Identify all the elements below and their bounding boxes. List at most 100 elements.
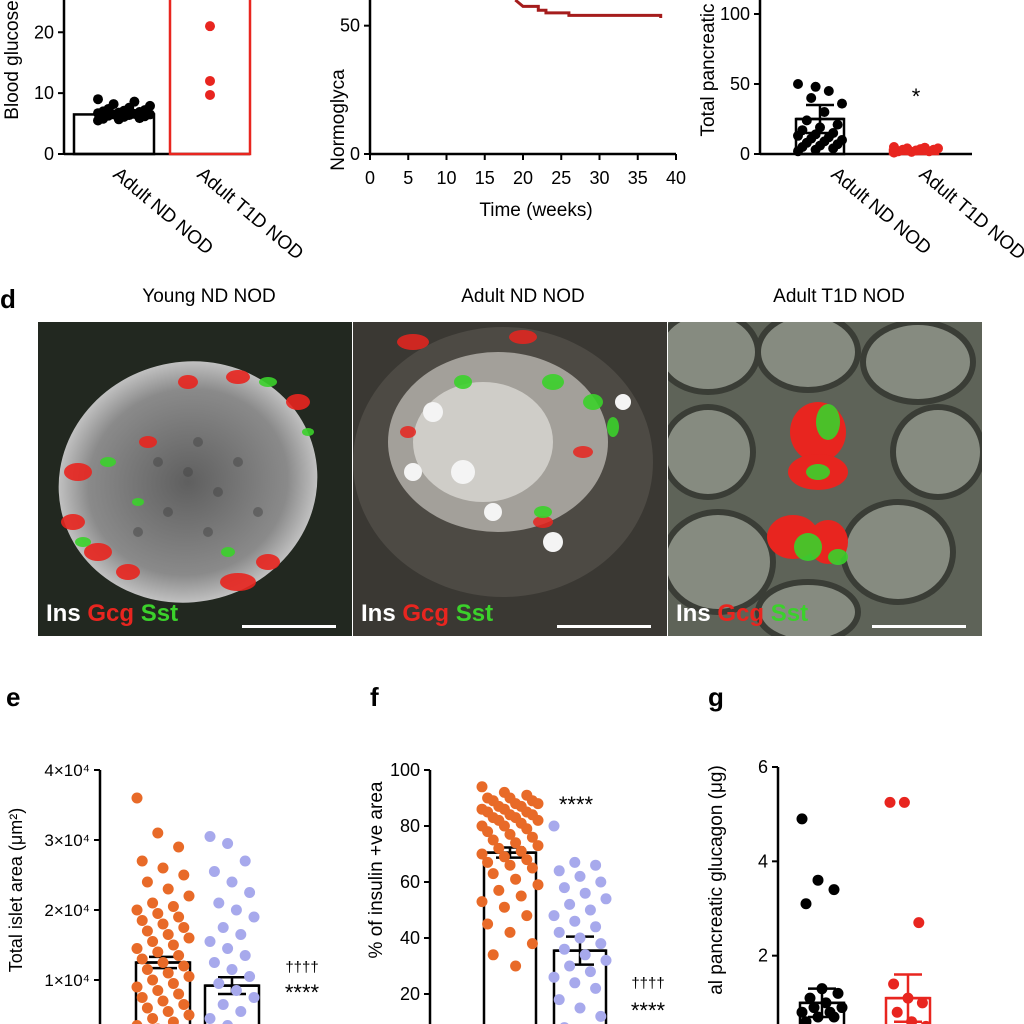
data-point bbox=[526, 862, 538, 874]
data-point bbox=[804, 992, 816, 1004]
data-point bbox=[504, 828, 516, 840]
data-point bbox=[93, 94, 103, 105]
significance-marker: * bbox=[912, 84, 921, 109]
data-point bbox=[569, 856, 581, 868]
scale-bar bbox=[872, 625, 966, 628]
chart-f: 20 40 60 80 100% of insulin +ve area **** ††††… bbox=[366, 760, 666, 1024]
stain-labels-adult-nd: Ins Gcg Sst bbox=[361, 600, 493, 628]
x-tick-label: 30 bbox=[589, 168, 609, 188]
data-point bbox=[173, 841, 185, 853]
data-point bbox=[564, 960, 576, 972]
data-point bbox=[173, 911, 185, 923]
data-point bbox=[590, 982, 602, 994]
x-tick-label: 0 bbox=[365, 168, 375, 188]
data-point bbox=[595, 876, 607, 888]
y-axis-label: Blood glucose bbox=[2, 0, 23, 119]
data-point bbox=[213, 897, 225, 909]
stain-ins-label: Ins bbox=[361, 600, 396, 627]
data-point bbox=[173, 988, 185, 1000]
micrograph-young-nd-nod: Ins Gcg Sst bbox=[38, 322, 352, 636]
data-point bbox=[131, 943, 143, 954]
data-point bbox=[574, 870, 586, 882]
data-point bbox=[504, 859, 516, 871]
data-point bbox=[902, 143, 913, 154]
data-point bbox=[162, 883, 174, 895]
data-point bbox=[884, 796, 896, 808]
data-point bbox=[796, 813, 808, 825]
x-tick-label: 40 bbox=[666, 168, 686, 188]
data-point bbox=[136, 992, 148, 1003]
x-tick-label: Adult T1D NOD bbox=[915, 164, 1024, 265]
data-point bbox=[532, 840, 544, 852]
data-point bbox=[131, 981, 143, 993]
y-axis-label: % of insulin +ve area bbox=[366, 781, 387, 958]
data-point bbox=[574, 932, 586, 944]
scale-bar bbox=[557, 625, 651, 628]
data-point bbox=[141, 925, 153, 937]
survival-line bbox=[514, 0, 663, 18]
significance-marker: †††† bbox=[285, 959, 318, 976]
stain-labels-young: Ins Gcg Sst bbox=[46, 600, 178, 628]
data-point bbox=[204, 1013, 216, 1024]
data-point bbox=[244, 971, 256, 982]
stain-ins-label: Ins bbox=[46, 600, 81, 627]
data-point bbox=[134, 112, 145, 123]
stain-sst-label: Sst bbox=[140, 600, 179, 627]
data-point bbox=[208, 957, 220, 968]
data-point bbox=[162, 929, 174, 940]
x-tick-label: 15 bbox=[475, 168, 495, 188]
data-point bbox=[205, 89, 215, 100]
data-point bbox=[230, 904, 242, 916]
data-point bbox=[590, 921, 602, 933]
data-point bbox=[806, 93, 817, 103]
micrograph-adult-t1d-nod: Ins Gcg Sst bbox=[668, 322, 982, 636]
data-point bbox=[493, 842, 505, 854]
stain-gcg-label: Gcg bbox=[717, 600, 765, 627]
y-tick-label: 50 bbox=[340, 16, 360, 36]
chart-b: 0 5 10 15 20 25 30 35 40 0 50 Time (weeks) Normoglyc… bbox=[330, 0, 686, 221]
significance-marker: **** bbox=[285, 980, 320, 1005]
stain-sst-label: Sst bbox=[770, 600, 809, 627]
data-point bbox=[476, 848, 488, 860]
data-point bbox=[178, 960, 190, 972]
data-point bbox=[564, 898, 576, 910]
y-tick-label: 10 bbox=[34, 83, 54, 103]
data-point bbox=[129, 96, 140, 107]
significance-marker: **** bbox=[631, 998, 666, 1023]
data-point bbox=[579, 949, 591, 961]
data-point bbox=[820, 997, 832, 1009]
data-point bbox=[558, 882, 570, 894]
y-tick-label: 20 bbox=[34, 22, 54, 42]
data-point bbox=[793, 79, 803, 89]
data-point bbox=[204, 831, 216, 842]
data-point bbox=[916, 997, 928, 1009]
data-point bbox=[521, 854, 533, 866]
micrograph-young-image bbox=[38, 322, 352, 636]
panel-letter-g: g bbox=[708, 682, 724, 712]
data-point bbox=[510, 837, 522, 849]
data-point bbox=[131, 792, 143, 804]
data-point bbox=[553, 994, 565, 1006]
data-point bbox=[213, 978, 225, 989]
data-point bbox=[921, 1020, 931, 1024]
data-point bbox=[569, 977, 581, 989]
scale-bar bbox=[242, 625, 336, 628]
y-axis-label: al pancreatic glucagon (μg) bbox=[706, 765, 727, 995]
data-point bbox=[131, 904, 143, 916]
data-point bbox=[532, 798, 544, 810]
data-point bbox=[152, 908, 164, 919]
data-point bbox=[147, 1013, 159, 1024]
data-point bbox=[579, 887, 591, 899]
data-point bbox=[548, 971, 560, 983]
x-tick-label: 35 bbox=[628, 168, 648, 188]
data-point bbox=[553, 926, 565, 938]
data-point bbox=[816, 983, 828, 995]
data-point bbox=[898, 796, 910, 808]
data-point bbox=[230, 985, 242, 996]
data-point bbox=[801, 115, 812, 126]
y-axis-label: Total pancreatic bbox=[698, 3, 719, 136]
data-point bbox=[532, 879, 544, 891]
data-point bbox=[108, 99, 119, 110]
data-point bbox=[919, 142, 930, 153]
